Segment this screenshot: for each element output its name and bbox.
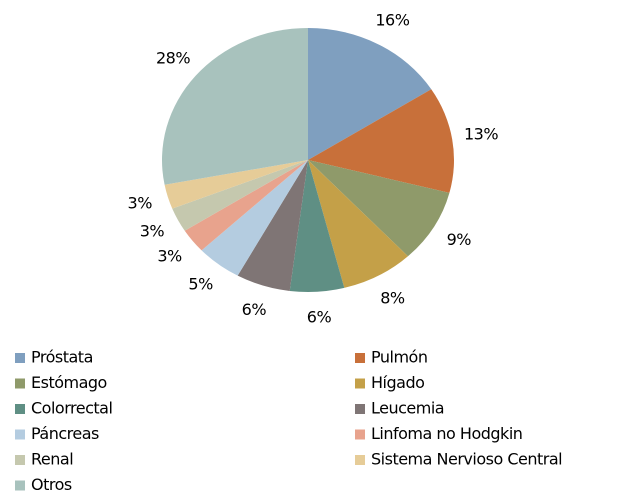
pie-slice	[308, 160, 408, 288]
legend-swatch	[15, 455, 25, 465]
legend-swatch	[355, 429, 365, 440]
legend-swatch	[355, 378, 365, 389]
data-label: 8%	[380, 288, 405, 307]
pie-slice	[164, 160, 308, 209]
legend-swatch	[15, 378, 25, 389]
legend-label: Linfoma no Hodgkin	[371, 424, 522, 443]
pie-slice	[308, 89, 454, 193]
data-label: 28%	[156, 49, 190, 68]
legend-label: Estómago	[31, 373, 107, 392]
legend-label: Páncreas	[31, 424, 99, 443]
legend-swatch	[355, 455, 365, 465]
pie-slice	[161, 28, 308, 185]
legend-swatch	[15, 404, 25, 414]
pie-slice	[201, 160, 308, 276]
data-label: 3%	[140, 221, 165, 240]
data-label: 9%	[447, 230, 472, 249]
data-label: 6%	[242, 300, 267, 319]
data-label: 3%	[157, 247, 182, 266]
legend-swatch	[355, 404, 365, 414]
data-label: 5%	[188, 275, 213, 294]
legend-label: Próstata	[31, 348, 93, 367]
legend-label: Hígado	[371, 373, 424, 392]
pie-slice	[184, 160, 308, 251]
pie-slice	[172, 160, 308, 231]
legend-label: Otros	[31, 475, 72, 493]
data-label: 6%	[307, 308, 332, 327]
data-label: 3%	[128, 194, 153, 213]
legend-swatch	[15, 429, 25, 440]
pie-slice	[289, 160, 345, 292]
legend-label: Pulmón	[371, 348, 427, 367]
legend-label: Sistema Nervioso Central	[371, 450, 562, 469]
legend-label: Leucemia	[371, 399, 444, 418]
pie-slice	[308, 28, 432, 160]
legend-label: Renal	[31, 450, 73, 469]
legend-swatch	[15, 353, 25, 363]
pie-slice	[237, 160, 308, 291]
legend-label: Colorrectal	[31, 399, 112, 418]
legend-swatch	[15, 480, 25, 491]
data-label: 13%	[464, 125, 498, 144]
pie-slice	[308, 160, 450, 257]
data-label: 16%	[375, 11, 409, 30]
legend-swatch	[355, 353, 365, 363]
